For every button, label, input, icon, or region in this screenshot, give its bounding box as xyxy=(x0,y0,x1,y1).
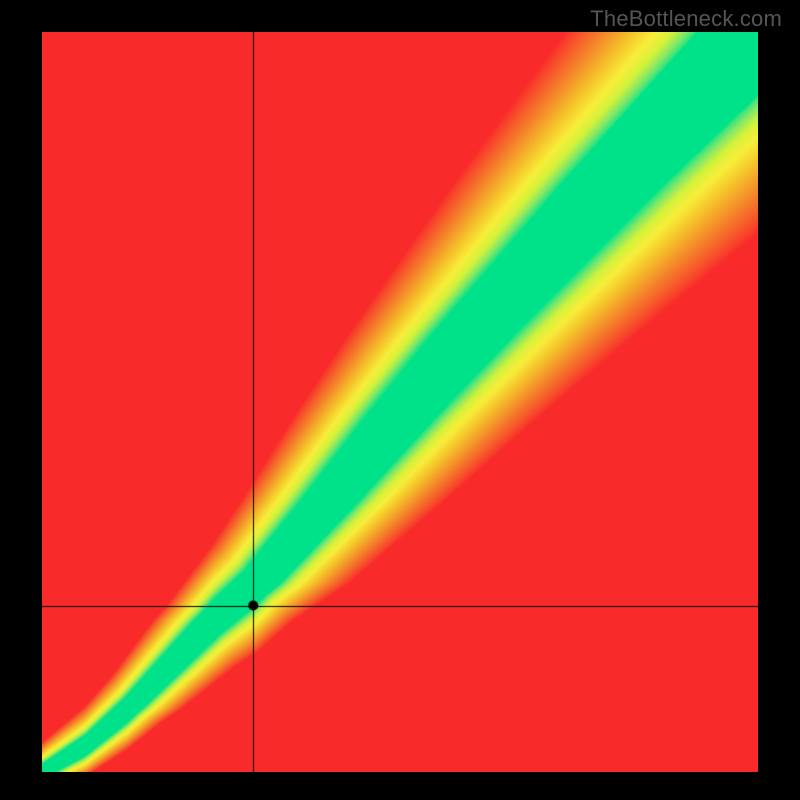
plot-area xyxy=(42,32,758,772)
chart-container: TheBottleneck.com xyxy=(0,0,800,800)
heatmap-canvas xyxy=(42,32,758,772)
watermark-text: TheBottleneck.com xyxy=(590,6,782,32)
